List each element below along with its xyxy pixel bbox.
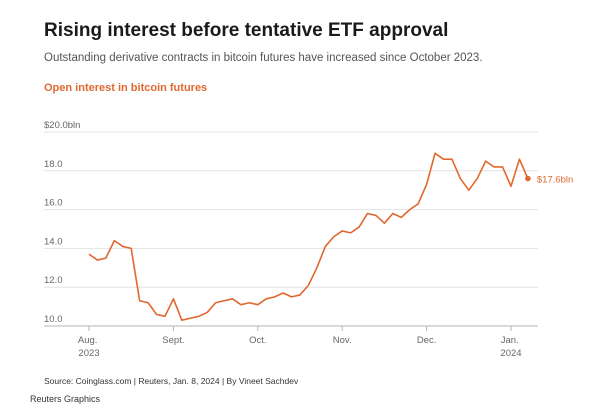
y-tick-label: 18.0: [44, 159, 63, 170]
y-tick-label: 12.0: [44, 275, 63, 286]
x-tick-label-line: 2023: [78, 348, 99, 359]
chart-subtitle: Outstanding derivative contracts in bitc…: [44, 52, 483, 64]
x-tick-label-line: Dec.: [417, 335, 437, 346]
x-tick-label-line: Oct.: [249, 335, 266, 346]
x-tick-label: Jan. 2024: [500, 335, 521, 359]
y-tick-label: 16.0: [44, 198, 63, 209]
x-tick-label: Aug. 2023: [78, 335, 100, 359]
value-label: $17.6bln: [537, 175, 573, 186]
y-tick-label: $20.0bln: [44, 120, 80, 131]
source: Source: Coinglass.com | Reuters, Jan. 8,…: [44, 376, 299, 386]
x-tick-label-line: Nov.: [333, 335, 352, 346]
x-tick-label-line: 2024: [500, 348, 521, 359]
x-tick-label: Dec.: [417, 335, 437, 346]
x-tick-label-line: Jan.: [501, 335, 522, 346]
line: [88, 152, 529, 321]
x-tick-label: Sept.: [162, 335, 184, 346]
y-tick-label: 10.0: [44, 314, 63, 325]
chart-title: Rising interest before tentative ETF app…: [44, 20, 448, 41]
x-tick-label-line: Aug.: [78, 335, 100, 346]
chart-label: Open interest in bitcoin futures: [44, 82, 207, 94]
x-tick-label-line: Sept.: [162, 335, 184, 346]
end-dot: [525, 175, 531, 182]
y-tick-label: 14.0: [44, 236, 63, 247]
x-tick-label: Nov.: [333, 335, 352, 346]
x-tick-label: Oct.: [249, 335, 266, 346]
credit: Reuters Graphics: [30, 394, 101, 404]
